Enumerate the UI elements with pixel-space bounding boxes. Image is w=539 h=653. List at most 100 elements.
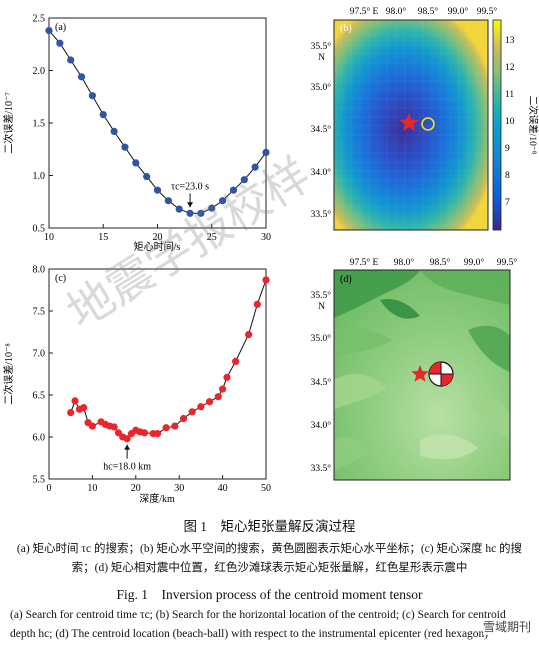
tick-label: 34.5° bbox=[311, 377, 332, 388]
data-point bbox=[88, 422, 96, 430]
y-tick-label: 1.5 bbox=[33, 119, 46, 130]
panel-b-top-ticks: 97.5° E 98.0° 98.5° 99.0° 99.5° bbox=[350, 6, 498, 17]
tick-label: 33.5° bbox=[311, 209, 332, 220]
tick-label: 35.0° bbox=[311, 82, 332, 93]
tick-label: 11 bbox=[505, 90, 514, 100]
data-point bbox=[214, 393, 222, 401]
data-point bbox=[229, 186, 238, 194]
tick-label: 35.0° bbox=[311, 333, 332, 344]
data-point bbox=[251, 163, 259, 171]
annotation-label: τc=23.0 s bbox=[171, 181, 209, 192]
x-tick-label: 15 bbox=[98, 232, 108, 243]
tick-label: 8 bbox=[505, 171, 510, 181]
y-tick-label: 5.5 bbox=[33, 475, 46, 486]
panel-a: (a) 10 15 20 25 30 0.5 1.0 1.5 2.0 2.5 矩心时间/s 二次… bbox=[2, 14, 271, 254]
data-point bbox=[197, 403, 205, 411]
data-point bbox=[164, 197, 172, 205]
data-point bbox=[143, 172, 151, 181]
panel-d-frame bbox=[333, 269, 511, 481]
panel-c-ylabel: 二次误差/10⁻⁸ bbox=[2, 343, 15, 405]
panel-b-left-ticks: 35.5° N 35.0° 34.5° 34.0° 33.5° bbox=[311, 41, 332, 220]
data-point bbox=[67, 56, 75, 64]
panel-b-frame bbox=[333, 19, 489, 231]
y-tick-label: 2.5 bbox=[33, 14, 46, 25]
caption-cn-text: (a) 矩心时间 τc 的搜索；(b) 矩心水平空间的搜索，黄色圆圈表示矩心水平… bbox=[16, 543, 523, 574]
data-point bbox=[219, 197, 227, 205]
y-tick-label: 8.0 bbox=[33, 265, 46, 276]
panel-d: (d) 97.5° E 98.0° 98.5° 99.0° 99.5° 35.5… bbox=[311, 257, 518, 481]
n-label: N bbox=[318, 53, 325, 63]
epicenter-star-icon bbox=[411, 365, 429, 382]
caption-en-text: (a) Search for centroid time τc; (b) Sea… bbox=[10, 609, 506, 640]
x-tick-label: 30 bbox=[261, 232, 271, 243]
data-point bbox=[175, 205, 183, 213]
panel-c-annotation: hc=18.0 km bbox=[103, 444, 151, 473]
x-tick-label: 25 bbox=[207, 232, 217, 243]
data-point bbox=[132, 159, 140, 167]
data-point bbox=[162, 424, 170, 432]
panel-a-annotation: τc=23.0 s bbox=[171, 181, 209, 208]
tick-label: 99.5° bbox=[497, 257, 518, 268]
tick-label: 97.5° E bbox=[350, 6, 379, 17]
panel-a-ylabel: 二次误差/10⁻⁷ bbox=[2, 92, 15, 154]
caption-en-title: Fig. 1 Inversion process of the centroid… bbox=[116, 587, 423, 602]
panel-c-xlabel: 深度/km bbox=[139, 492, 175, 505]
data-point bbox=[208, 204, 216, 212]
data-point bbox=[140, 429, 149, 437]
tick-label: 98.5° bbox=[430, 257, 451, 268]
data-point bbox=[262, 148, 270, 156]
panel-c-label: (c) bbox=[55, 273, 66, 284]
data-point bbox=[232, 357, 240, 365]
tick-label: 12 bbox=[505, 63, 515, 73]
y-tick-label: 7.0 bbox=[33, 349, 46, 360]
panel-b-label: (b) bbox=[340, 23, 352, 34]
panel-a-series-line bbox=[48, 30, 267, 214]
data-point bbox=[110, 127, 118, 135]
centroid-location-ring bbox=[421, 117, 435, 131]
data-point bbox=[219, 385, 227, 393]
x-tick-label: 30 bbox=[174, 483, 184, 494]
x-tick-label: 20 bbox=[131, 483, 141, 494]
data-point bbox=[45, 27, 53, 35]
x-tick-label: 50 bbox=[261, 483, 271, 494]
panel-a-frame bbox=[48, 17, 267, 229]
n-label: N bbox=[318, 302, 325, 312]
figure: (a) 10 15 20 25 30 0.5 1.0 1.5 2.0 2.5 矩心时间/s 二次… bbox=[2, 6, 539, 505]
tick-label: 99.0° bbox=[464, 257, 485, 268]
panel-a-x-ticks: 10 15 20 25 30 bbox=[44, 224, 271, 243]
data-point bbox=[77, 73, 86, 81]
panel-c-x-ticks: 0 10 20 30 40 50 bbox=[47, 475, 271, 494]
data-point bbox=[205, 398, 214, 406]
tick-label: 35.5° bbox=[311, 290, 332, 301]
tick-label: 9 bbox=[505, 144, 510, 154]
caption-cn-title: 图 1 矩心矩张量解反演过程 bbox=[183, 519, 356, 534]
x-tick-label: 10 bbox=[44, 232, 54, 243]
epicenter-star-icon bbox=[399, 113, 419, 131]
tick-label: 7 bbox=[505, 198, 510, 208]
annotation-arrowhead bbox=[124, 444, 131, 450]
tick-label: 34.0° bbox=[311, 420, 332, 431]
data-point bbox=[80, 404, 88, 412]
tick-label: 99.0° bbox=[448, 6, 469, 17]
data-point bbox=[253, 300, 261, 308]
y-tick-label: 2.0 bbox=[33, 66, 46, 77]
panel-c-frame bbox=[48, 268, 267, 480]
panel-c-y-ticks: 5.5 6.0 6.5 7.0 7.5 8.0 bbox=[33, 265, 53, 486]
tick-label: 35.5° bbox=[311, 41, 332, 52]
y-tick-label: 6.0 bbox=[33, 433, 46, 444]
tick-label: 13 bbox=[505, 36, 515, 46]
colorbar-ticks: 13 12 11 10 9 8 7 bbox=[505, 36, 515, 208]
panel-d-top-ticks: 97.5° E 98.0° 98.5° 99.0° 99.5° bbox=[350, 257, 518, 268]
x-tick-label: 10 bbox=[87, 483, 97, 494]
journal-logo: 雪域期刊 bbox=[482, 618, 531, 635]
annotation-arrowhead bbox=[187, 202, 194, 208]
data-point bbox=[171, 422, 179, 430]
data-point bbox=[179, 414, 188, 423]
panel-d-label: (d) bbox=[340, 274, 352, 285]
beach-ball-icon bbox=[428, 361, 454, 387]
panel-a-label: (a) bbox=[55, 22, 66, 33]
panel-d-left-ticks: 35.5° N 35.0° 34.5° 34.0° 33.5° bbox=[311, 290, 332, 474]
data-point bbox=[262, 276, 270, 284]
tick-label: 10 bbox=[505, 117, 515, 127]
panel-a-points bbox=[45, 27, 270, 217]
